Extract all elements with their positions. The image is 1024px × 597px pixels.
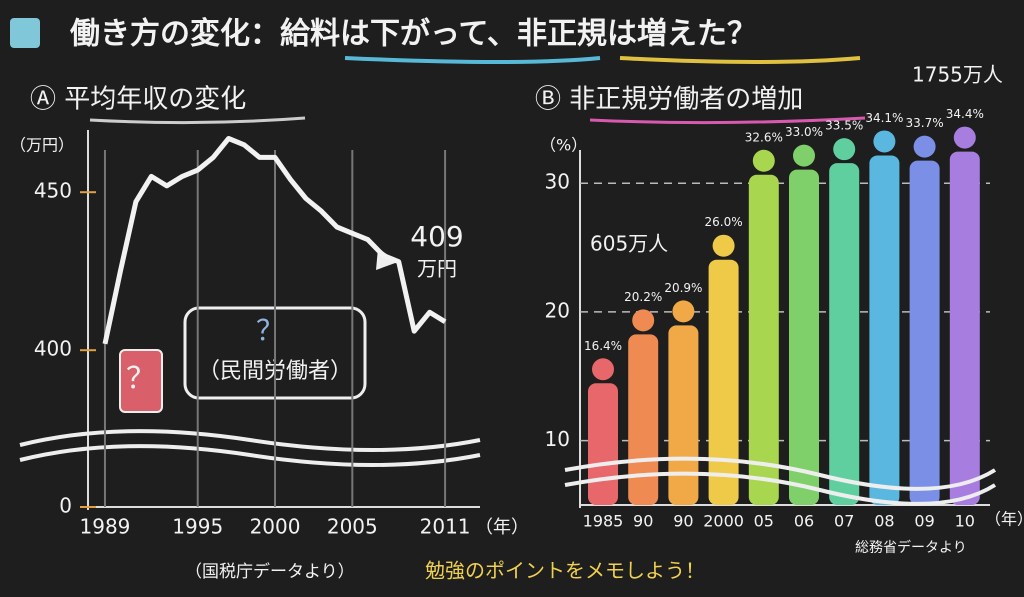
footer: 勉強のポイントをメモしよう！ — [425, 559, 705, 583]
value-label: 32.6% — [745, 130, 783, 144]
figure-head — [953, 126, 976, 149]
figure-head — [833, 138, 856, 161]
figure-head — [672, 300, 695, 323]
value-label: 34.1% — [865, 111, 903, 125]
bar — [869, 155, 900, 505]
title-underline — [619, 56, 861, 64]
annotation: 605万人 — [590, 232, 668, 256]
x-tick-label: 90 — [633, 512, 653, 531]
value-label: 26.0% — [705, 215, 743, 229]
annotation: 409 — [410, 220, 463, 253]
figure-head — [793, 144, 815, 167]
x-tick-label: 05 — [754, 512, 774, 531]
x-tick-label: 2005 — [327, 515, 378, 539]
figure-head — [632, 309, 655, 332]
annotation: ？ — [256, 314, 284, 347]
x-tick-label: 90 — [673, 512, 693, 531]
value-label: 33.5% — [825, 119, 863, 133]
y-tick-label: 0 — [59, 494, 72, 518]
x-tick-label: 1989 — [80, 515, 131, 539]
x-unit: （年） — [985, 510, 1024, 529]
y-unit: （万円） — [10, 136, 74, 155]
bar — [588, 383, 618, 505]
figure-head — [752, 149, 775, 172]
source: （国税庁データより） — [185, 561, 355, 582]
bar — [789, 169, 819, 505]
title-icon — [10, 18, 40, 48]
chart-b-title: Ⓑ 非正規労働者の増加 — [535, 85, 803, 115]
title-underline — [344, 56, 601, 64]
annotation: 1755万人 — [912, 63, 1003, 87]
subtitle-underline — [89, 116, 306, 125]
x-tick-label: 2000 — [703, 512, 744, 531]
figure-head — [913, 135, 936, 158]
value-label: 33.7% — [906, 116, 944, 130]
value-label: 33.0% — [785, 125, 823, 139]
bar — [949, 151, 980, 505]
x-unit: （年） — [475, 517, 529, 538]
y-tick-label: 400 — [34, 337, 72, 361]
bar — [829, 163, 860, 505]
bar — [748, 174, 779, 505]
annotation: 万円 — [417, 257, 457, 281]
character-mark: ？ — [126, 362, 156, 397]
subtitle-underline — [589, 116, 866, 125]
x-tick-label: 1985 — [583, 512, 624, 531]
x-tick-label: 08 — [874, 512, 894, 531]
y-tick-label: 450 — [34, 179, 72, 203]
figure-head — [592, 358, 614, 381]
y-tick-label: 20 — [545, 298, 570, 322]
y-tick-label: 10 — [545, 427, 570, 451]
bar — [909, 160, 940, 506]
x-tick-label: 2000 — [250, 515, 301, 539]
figure-head — [712, 234, 735, 257]
axis-break — [564, 456, 997, 506]
y-unit: （%） — [540, 136, 587, 155]
data-line — [102, 136, 447, 345]
x-tick-label: 10 — [955, 512, 975, 531]
x-tick-label: 1995 — [172, 515, 223, 539]
source: 総務省データより — [855, 539, 967, 556]
value-label: 20.2% — [624, 290, 662, 304]
x-tick-label: 07 — [834, 512, 854, 531]
value-label: 16.4% — [584, 339, 622, 353]
chart-a-title: Ⓐ 平均年収の変化 — [30, 85, 246, 115]
x-tick-label: 09 — [914, 512, 934, 531]
page-title: 働き方の変化：給料は下がって、非正規は増えた？ — [69, 17, 757, 52]
value-label: 20.9% — [664, 281, 702, 295]
bar — [708, 259, 739, 505]
axis-break — [19, 429, 481, 467]
value-label: 34.4% — [946, 107, 984, 121]
bar — [668, 325, 699, 505]
x-tick-label: 2011 — [420, 515, 471, 539]
character — [119, 349, 163, 413]
x-tick-label: 06 — [794, 512, 814, 531]
figure-head — [873, 130, 896, 153]
y-tick-label: 30 — [545, 170, 570, 194]
bar — [628, 334, 659, 505]
